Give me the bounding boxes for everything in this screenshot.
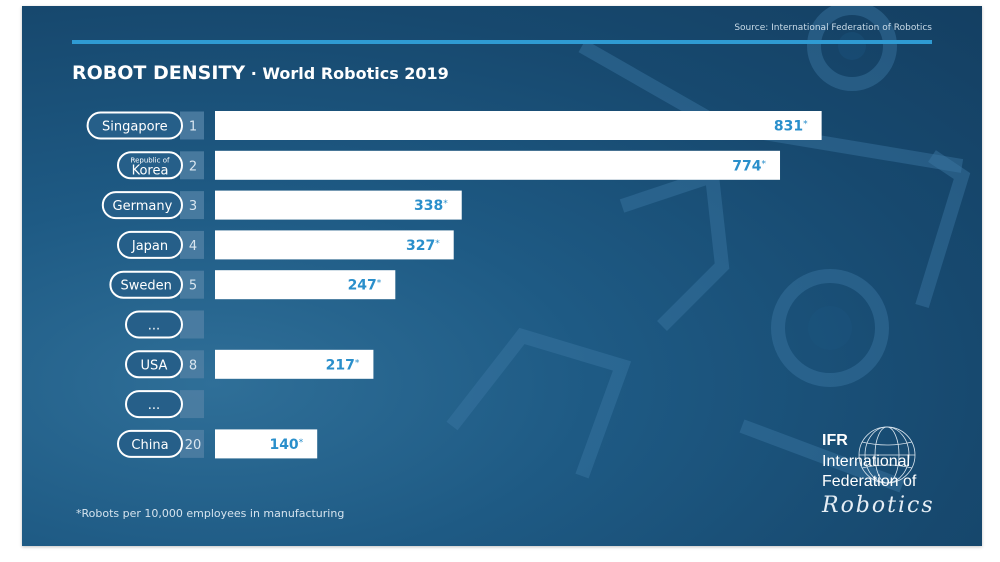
rank-box — [180, 151, 204, 180]
rank-box — [180, 230, 204, 259]
logo-abbreviation: IFR — [822, 432, 848, 449]
chart-row: ... — [125, 390, 204, 419]
ifr-logo: IFR International Federation of Robotics — [822, 426, 962, 526]
bar — [215, 429, 318, 459]
country-label: ... — [148, 319, 160, 334]
country-pill — [117, 230, 183, 259]
country-pill — [117, 151, 183, 180]
infographic-slide: Source: International Federation of Robo… — [22, 6, 982, 546]
rank-label: 2 — [189, 159, 197, 174]
rank-label: 1 — [189, 120, 197, 135]
chart-row: 3 Germany 338* — [101, 190, 462, 220]
bar — [215, 150, 781, 180]
rank-box — [180, 310, 204, 339]
rank-box — [180, 191, 204, 220]
bar — [215, 190, 462, 220]
title-main: ROBOT DENSITY — [72, 62, 246, 84]
logo-line-2: Federation of — [822, 473, 917, 490]
country-pill — [86, 111, 183, 140]
rank-box — [180, 270, 204, 299]
rank-box — [180, 350, 204, 379]
country-pill — [101, 191, 183, 220]
source-note: Source: International Federation of Robo… — [734, 23, 932, 33]
country-pill — [117, 429, 183, 458]
chart-row: 1 Singapore 831* — [86, 111, 822, 140]
footnote: *Robots per 10,000 employees in manufact… — [76, 507, 345, 520]
country-label: Singapore — [102, 120, 168, 135]
value-label: 327* — [406, 238, 440, 254]
rank-box — [180, 429, 204, 458]
bar — [215, 270, 396, 300]
value-label: 217* — [326, 357, 360, 373]
logo-line-3: Robotics — [822, 493, 935, 518]
country-label: Japan — [131, 239, 168, 254]
globe-icon — [858, 426, 916, 484]
chart-row: 5 Sweden 247* — [109, 270, 396, 300]
title-subtitle: World Robotics 2019 — [262, 64, 449, 83]
chart-row: 4 Japan 327* — [117, 230, 454, 260]
rank-box — [180, 390, 204, 419]
value-label: 831* — [774, 119, 808, 135]
rank-label: 3 — [189, 199, 197, 214]
rank-label: 4 — [189, 239, 197, 254]
bar — [215, 349, 374, 379]
chart-row: 20 China 140* — [117, 429, 318, 459]
country-pill — [109, 270, 183, 299]
logo-line-1: International — [822, 453, 911, 470]
country-label: USA — [141, 358, 168, 373]
country-label-small: Republic of — [131, 156, 170, 164]
value-label: 247* — [348, 278, 382, 294]
country-pill — [125, 310, 183, 339]
country-label: Sweden — [121, 279, 172, 294]
accent-rule — [72, 40, 932, 44]
value-label: 338* — [414, 198, 448, 214]
country-label: China — [131, 438, 168, 453]
bar — [215, 111, 822, 140]
chart-row: 8 USA 217* — [125, 349, 374, 379]
rank-label: 8 — [189, 358, 197, 373]
chart-title: ROBOT DENSITY · World Robotics 2019 — [72, 62, 449, 84]
value-label: 774* — [732, 158, 766, 174]
chart-row: ... — [125, 310, 204, 339]
title-separator: · — [245, 64, 263, 83]
rank-box — [180, 111, 204, 140]
country-label: ... — [148, 398, 160, 413]
rank-label: 5 — [189, 279, 197, 294]
country-label: Germany — [113, 199, 173, 214]
country-pill — [125, 350, 183, 379]
country-pill — [125, 390, 183, 419]
country-label: Korea — [132, 163, 169, 178]
rank-label: 20 — [185, 438, 202, 453]
bar — [215, 230, 454, 260]
value-label: 140* — [269, 437, 303, 453]
